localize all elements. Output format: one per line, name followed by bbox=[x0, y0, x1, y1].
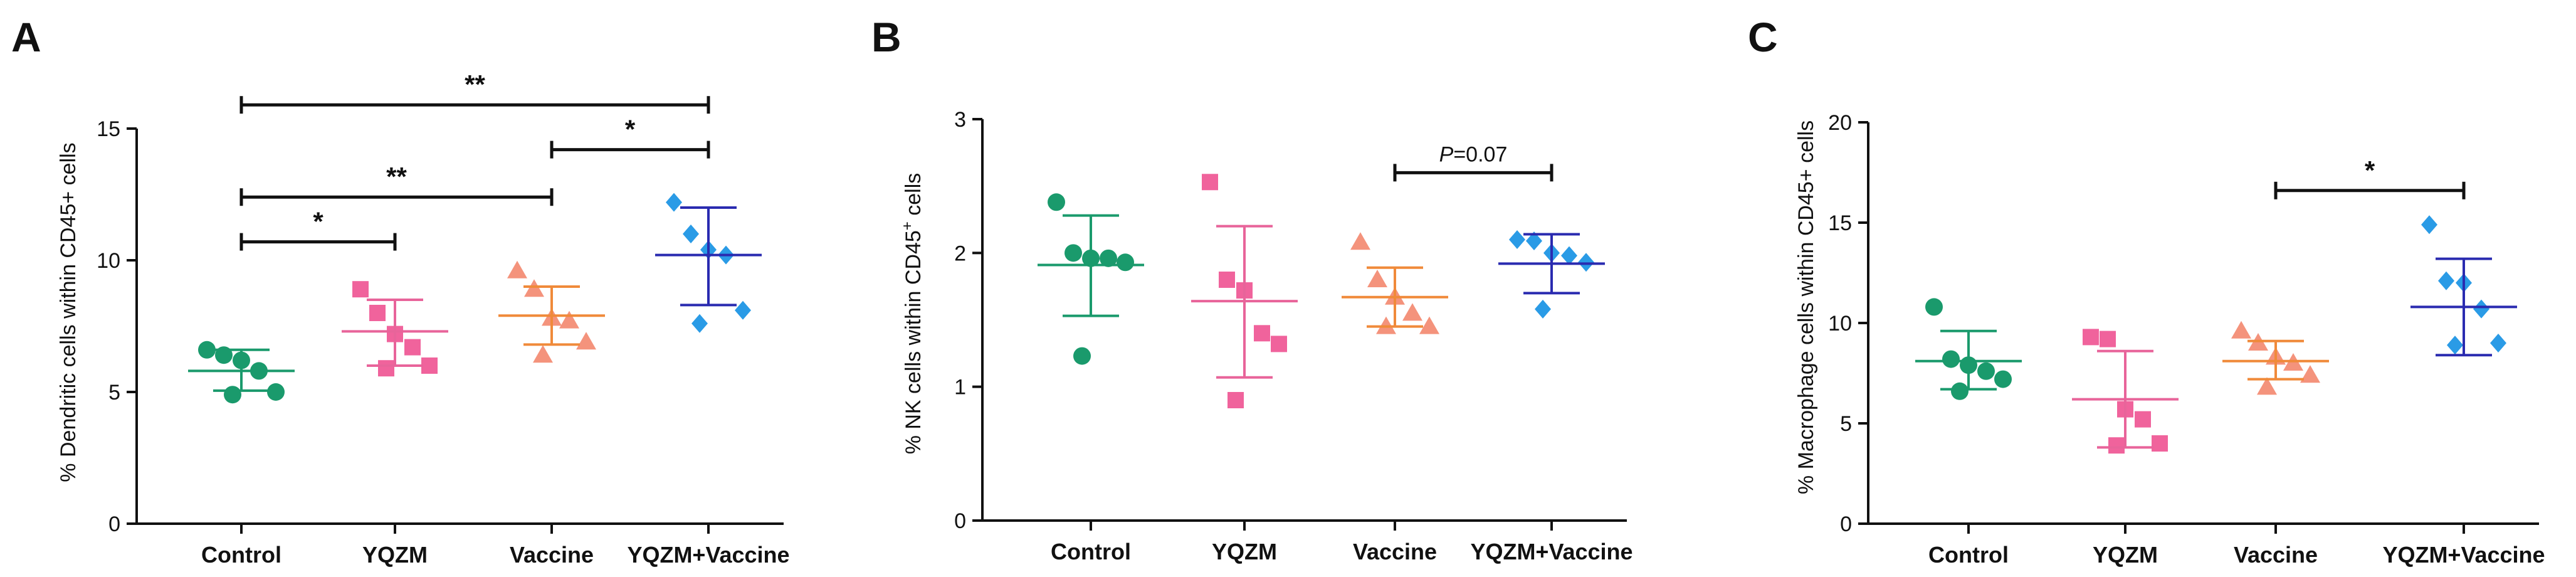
significance-label: * bbox=[625, 115, 636, 144]
data-point-control bbox=[1065, 244, 1082, 262]
panel-b: B % NK cells within CD45+ cells 0 1 2 3 Cont… bbox=[871, 14, 1633, 564]
y-tick-label: 10 bbox=[97, 249, 120, 273]
data-point-yqzm-vaccine bbox=[2438, 271, 2454, 290]
data-point-yqzm bbox=[1254, 325, 1270, 342]
data-point-yqzm-vaccine bbox=[1578, 253, 1594, 272]
data-point-control bbox=[1073, 347, 1091, 365]
data-point-control bbox=[1925, 298, 1943, 316]
panel-c: C % Macrophage cells within CD45+ cells … bbox=[1748, 14, 2545, 568]
data-point-yqzm bbox=[352, 281, 369, 298]
data-point-yqzm bbox=[2083, 329, 2099, 346]
data-point-yqzm bbox=[1202, 174, 1218, 191]
data-point-yqzm bbox=[1228, 392, 1244, 408]
data-point-yqzm-vaccine bbox=[1526, 231, 1542, 251]
data-point-vaccine bbox=[559, 310, 579, 329]
significance-label: P=0.07 bbox=[1439, 142, 1508, 166]
data-point-vaccine bbox=[1367, 270, 1387, 287]
data-point-yqzm bbox=[1219, 272, 1235, 288]
x-tick-label: YQZM bbox=[2093, 542, 2158, 568]
panel-a-y-axis-label: % Dendritic cells within CD45+ cells bbox=[56, 142, 80, 482]
data-point-vaccine bbox=[2231, 320, 2251, 339]
data-point-control bbox=[1117, 253, 1134, 272]
y-tick-label: 15 bbox=[97, 117, 120, 141]
y-tick-label: 20 bbox=[1828, 111, 1852, 135]
data-point-vaccine bbox=[1402, 303, 1422, 321]
y-tick-label: 1 bbox=[954, 376, 966, 400]
x-tick-label: YQZM+Vaccine bbox=[627, 542, 789, 568]
data-point-control bbox=[198, 341, 216, 359]
data-point-yqzm bbox=[378, 360, 394, 377]
data-point-control bbox=[1994, 370, 2012, 388]
x-tick-label: Vaccine bbox=[2234, 542, 2318, 568]
data-point-vaccine bbox=[2300, 365, 2320, 383]
panel-b-letter: B bbox=[871, 14, 902, 60]
data-point-control bbox=[1951, 382, 1969, 400]
x-tick-label: Control bbox=[201, 542, 281, 568]
x-tick-label: Control bbox=[1928, 542, 2009, 568]
x-tick-label: YQZM+Vaccine bbox=[1470, 539, 1632, 564]
data-point-yqzm-vaccine bbox=[683, 225, 699, 243]
data-point-yqzm-vaccine bbox=[2421, 215, 2437, 235]
data-point-control bbox=[1048, 193, 1065, 211]
data-point-control bbox=[1977, 362, 1995, 380]
data-point-yqzm-vaccine bbox=[666, 193, 682, 212]
data-point-yqzm-vaccine bbox=[2447, 336, 2463, 355]
data-point-yqzm-vaccine bbox=[735, 300, 751, 320]
y-tick-label: 5 bbox=[108, 381, 120, 405]
x-tick-label: Vaccine bbox=[510, 542, 594, 568]
y-tick-label: 5 bbox=[1840, 412, 1852, 436]
y-tick-label: 2 bbox=[954, 241, 966, 265]
x-tick-label: Vaccine bbox=[1353, 539, 1437, 564]
panel-a-letter: A bbox=[11, 14, 41, 60]
y-tick-label: 3 bbox=[954, 108, 966, 132]
data-point-vaccine bbox=[2257, 377, 2277, 395]
data-point-control bbox=[267, 383, 285, 401]
significance-label: ** bbox=[386, 162, 407, 191]
panel-c-y-axis-label: % Macrophage cells within CD45+ cells bbox=[1794, 120, 1818, 494]
data-point-yqzm-vaccine bbox=[1509, 230, 1525, 249]
y-tick-label: 15 bbox=[1828, 211, 1852, 235]
data-point-vaccine bbox=[576, 332, 596, 350]
panel-a: A % Dendritic cells within CD45+ cells 0… bbox=[11, 14, 790, 568]
data-point-yqzm bbox=[369, 305, 386, 321]
panel-c-letter: C bbox=[1748, 14, 1778, 60]
data-point-yqzm bbox=[2100, 331, 2116, 347]
data-point-vaccine bbox=[1419, 316, 1439, 334]
y-tick-label: 0 bbox=[1840, 512, 1852, 536]
y-tick-label: 10 bbox=[1828, 312, 1852, 336]
data-point-yqzm-vaccine bbox=[1561, 246, 1577, 265]
data-point-yqzm bbox=[421, 357, 438, 374]
significance-label: * bbox=[313, 207, 323, 236]
data-point-vaccine bbox=[533, 345, 553, 363]
data-point-yqzm bbox=[404, 339, 421, 356]
data-point-control bbox=[224, 386, 241, 404]
data-point-yqzm-vaccine bbox=[1535, 299, 1551, 319]
data-point-yqzm-vaccine bbox=[691, 314, 708, 333]
data-point-yqzm bbox=[2152, 435, 2168, 452]
data-point-control bbox=[1100, 249, 1117, 267]
x-tick-label: YQZM bbox=[362, 542, 428, 568]
data-point-yqzm bbox=[2135, 411, 2151, 428]
data-point-yqzm-vaccine bbox=[2490, 334, 2506, 352]
x-tick-label: YQZM bbox=[1212, 539, 1277, 564]
data-point-vaccine bbox=[1350, 232, 1370, 250]
data-point-vaccine bbox=[524, 279, 544, 297]
data-point-yqzm-vaccine bbox=[2473, 299, 2489, 319]
x-tick-label: YQZM+Vaccine bbox=[2382, 542, 2545, 568]
panel-b-y-axis-label: % NK cells within CD45+ cells bbox=[899, 173, 926, 455]
y-tick-label: 0 bbox=[954, 509, 966, 533]
data-point-yqzm bbox=[1271, 336, 1287, 352]
data-point-yqzm bbox=[2108, 437, 2125, 454]
data-point-vaccine bbox=[507, 260, 527, 278]
data-point-control bbox=[1942, 350, 1960, 368]
x-tick-label: Control bbox=[1051, 539, 1131, 564]
y-tick-label: 0 bbox=[108, 512, 120, 536]
significance-label: ** bbox=[465, 70, 485, 99]
significance-label: * bbox=[2365, 156, 2375, 185]
